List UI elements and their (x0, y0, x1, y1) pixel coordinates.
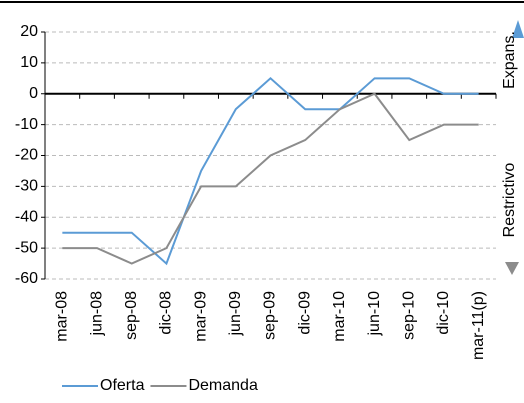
y-tick-label: 0 (29, 85, 38, 102)
annotation: Restrictivo (501, 163, 518, 238)
y-tick-label: -50 (15, 239, 38, 256)
x-tick-label: dic-08 (158, 291, 175, 335)
x-tick-label: mar-08 (54, 291, 71, 342)
x-tick-label: mar-11(p) (470, 291, 487, 360)
y-tick-label: 20 (20, 23, 38, 40)
y-tick-label: -10 (15, 116, 38, 133)
legend-label: Demanda (188, 377, 257, 394)
x-tick-label: sep-09 (262, 291, 279, 340)
y-tick-label: -20 (15, 147, 38, 164)
y-tick-label: -40 (15, 208, 38, 225)
x-tick-label: mar-10 (331, 291, 348, 342)
restrictive-arrow (505, 262, 519, 275)
x-tick-label: jun-08 (88, 291, 105, 337)
x-tick-label: mar-09 (192, 291, 209, 342)
x-tick-label: jun-10 (366, 291, 383, 337)
expansive-arrow (512, 20, 524, 38)
series-line (62, 76, 479, 266)
x-tick-label: dic-10 (435, 291, 452, 335)
y-tick-label: -30 (15, 178, 38, 195)
annotation: Expans. (501, 31, 518, 89)
x-tick-label: sep-10 (400, 291, 417, 340)
y-tick-label: 10 (20, 54, 38, 71)
legend-label: Oferta (100, 377, 145, 394)
x-tick-label: dic-09 (296, 291, 313, 335)
series-line (62, 92, 479, 265)
x-tick-label: sep-08 (123, 291, 140, 340)
y-tick-label: -60 (15, 270, 38, 287)
x-tick-label: jun-09 (227, 291, 244, 337)
